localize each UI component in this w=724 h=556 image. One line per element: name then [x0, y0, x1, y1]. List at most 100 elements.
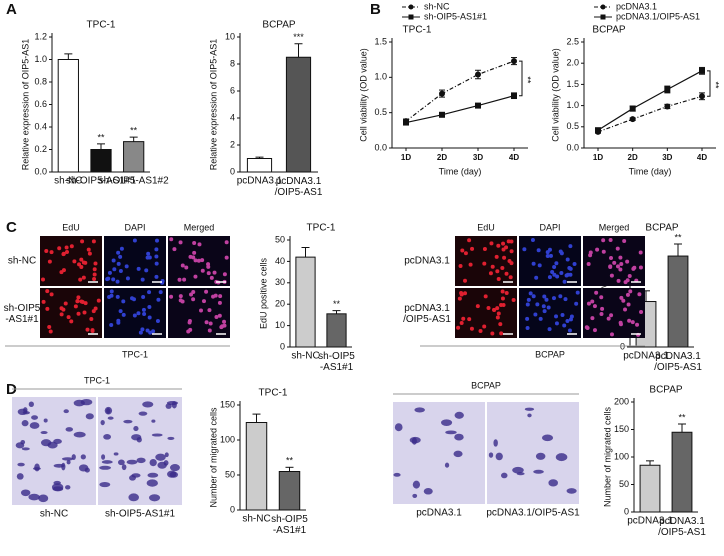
cell [509, 239, 514, 244]
cell [178, 298, 183, 303]
cell [147, 304, 152, 309]
y-tick-label: 10 [275, 320, 285, 330]
cell [490, 331, 495, 336]
cell [458, 263, 463, 268]
cell [77, 262, 82, 267]
cell [495, 315, 500, 320]
cell [124, 264, 129, 269]
cell [142, 401, 154, 408]
y-tick-label: 0 [280, 341, 285, 351]
cell [509, 249, 514, 254]
cell [625, 292, 630, 297]
cell [533, 312, 538, 317]
cell [412, 480, 421, 489]
cell [211, 294, 216, 299]
cell [504, 271, 509, 276]
cell [199, 308, 204, 313]
image-column-label: Merged [599, 222, 630, 232]
legend-marker [408, 14, 414, 20]
cell [560, 313, 565, 318]
cell [482, 261, 487, 266]
y-tick-label: 40 [275, 256, 285, 266]
point [664, 103, 671, 110]
panel-letter: C [6, 219, 17, 236]
y-tick-label: 2.5 [566, 36, 579, 46]
significance: ** [286, 456, 294, 466]
cell [525, 325, 530, 330]
cell [47, 325, 52, 330]
cell [575, 290, 580, 295]
cell [488, 271, 493, 276]
cell [16, 473, 24, 480]
cell [209, 275, 214, 280]
cell [15, 442, 25, 449]
cell [554, 261, 559, 266]
cell [186, 329, 191, 334]
cell [601, 238, 606, 243]
micrograph [455, 236, 517, 286]
cell [192, 250, 197, 255]
cell [104, 406, 113, 415]
cell [224, 255, 229, 260]
cell [131, 473, 141, 478]
cell [115, 279, 120, 284]
cell [169, 294, 174, 299]
cell [409, 436, 421, 444]
cell [554, 321, 559, 326]
cell [468, 262, 473, 267]
cell [461, 316, 466, 321]
x-axis-label: Time (day) [439, 166, 482, 176]
cell [132, 313, 137, 318]
y-tick-label: 6 [230, 85, 235, 95]
image-row-label: pcDNA3.1 [404, 256, 450, 267]
cell [483, 294, 488, 299]
cell [156, 297, 161, 302]
cell [79, 264, 84, 269]
y-axis-label: Cell viability (OD value) [550, 48, 560, 142]
point [595, 127, 601, 134]
cell [167, 436, 175, 440]
cell [149, 458, 157, 467]
cell [201, 299, 206, 304]
cell [530, 238, 535, 243]
cell [511, 298, 516, 303]
x-tick-label: 1D [401, 153, 411, 162]
cell [141, 294, 146, 299]
cell [618, 320, 623, 325]
cell [445, 430, 457, 435]
cell [100, 419, 105, 426]
cell [192, 241, 197, 246]
cell [546, 305, 551, 310]
cell [146, 251, 151, 256]
chart-title: TPC-1 [87, 20, 116, 31]
cell [554, 314, 559, 319]
cell [584, 325, 589, 330]
cell [182, 277, 187, 282]
x-tick-label: pcDNA3.1/OIP5-AS1 [658, 516, 706, 538]
cell [456, 325, 461, 330]
cell [467, 238, 472, 243]
cell [622, 239, 627, 244]
cell [615, 246, 620, 251]
cell [59, 312, 64, 317]
point [439, 90, 445, 97]
series-line [405, 60, 515, 122]
cell [163, 460, 169, 466]
cell [123, 419, 133, 424]
cell [89, 316, 94, 321]
cell [637, 292, 642, 297]
cell [207, 308, 212, 313]
panel-letter: A [6, 1, 17, 18]
cell [469, 326, 474, 331]
cell [126, 459, 138, 465]
cell [155, 318, 160, 323]
x-tick-label: 3D [662, 153, 672, 162]
cell [73, 431, 86, 438]
cell [83, 260, 88, 265]
cell [61, 462, 66, 471]
image-caption: BCPAP [471, 380, 501, 390]
bar [245, 422, 268, 511]
cell [136, 311, 141, 316]
cell [595, 247, 600, 252]
